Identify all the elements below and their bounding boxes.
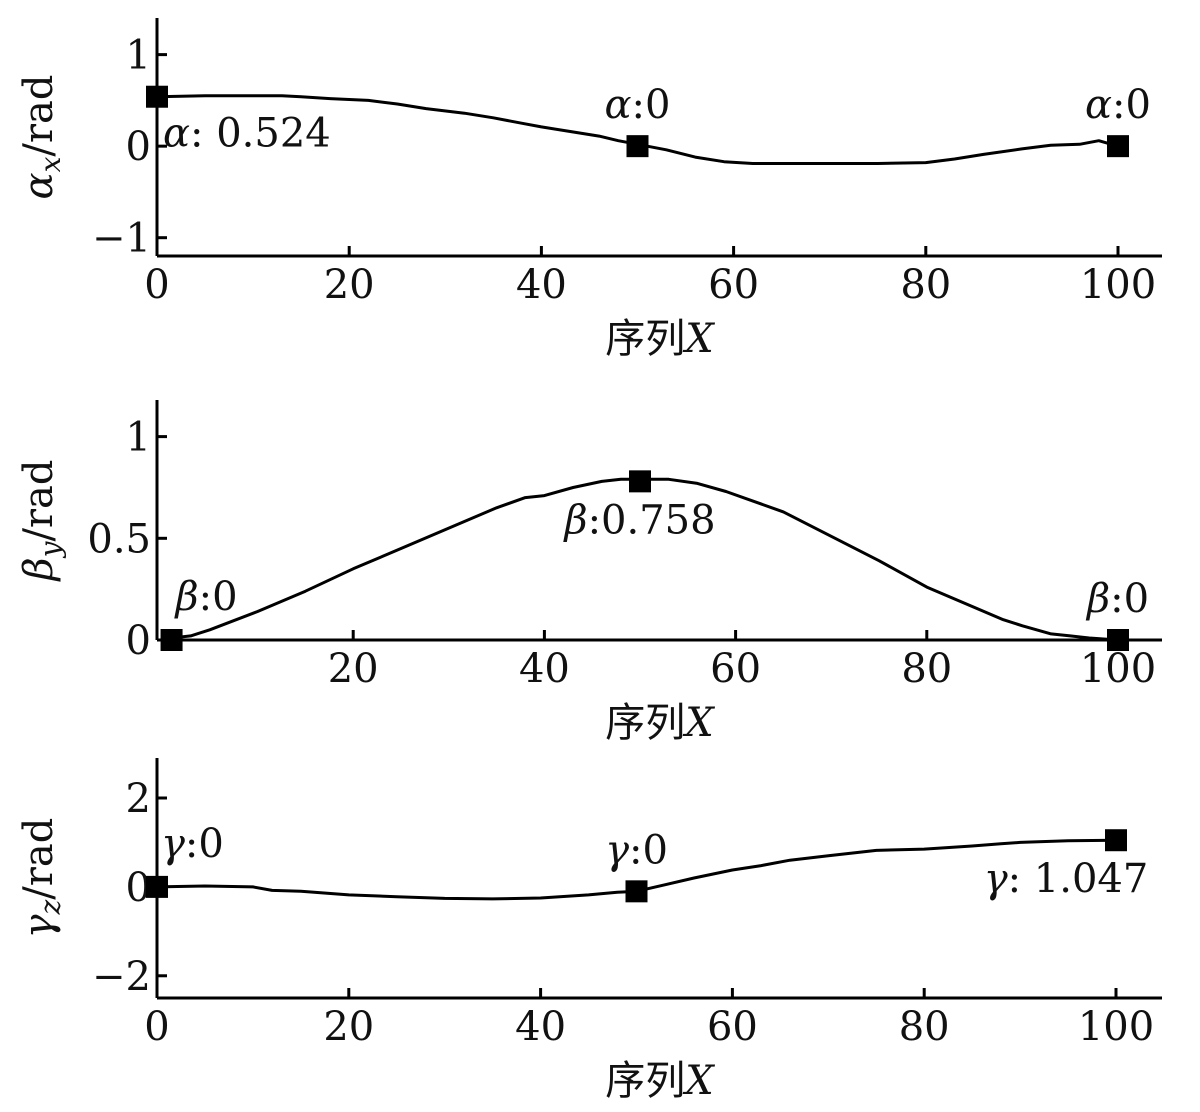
x-tick-label: 100	[1080, 646, 1156, 692]
chart-beta: 0 0.5 1 20 40 60 80 100 序列X βy/rad β:0 β:0.758 β:0	[16, 400, 1162, 746]
point-label: α:0	[1085, 82, 1151, 128]
y-axis-label: γz/rad	[16, 818, 67, 939]
y-tick-label: −1	[92, 216, 151, 262]
x-tick-label: 20	[328, 646, 379, 692]
point-label: γ:0	[161, 821, 224, 867]
point-label: β:0.758	[562, 497, 715, 543]
point-marker	[1107, 135, 1129, 158]
x-tick-label: 80	[901, 646, 952, 692]
x-tick-label: 60	[710, 646, 761, 692]
x-tick-label: 20	[324, 262, 375, 308]
series-line	[156, 838, 1117, 901]
point-marker	[626, 135, 649, 158]
x-tick-label: 100	[1080, 262, 1156, 308]
x-axis-label: 序列X	[605, 1058, 715, 1104]
point-label: β:0	[174, 574, 238, 620]
point-marker	[146, 875, 168, 898]
y-tick-label: 1	[126, 33, 151, 79]
y-tick-label: 1	[126, 415, 151, 461]
y-tick-label: 0	[126, 618, 151, 664]
point-marker	[625, 880, 648, 903]
x-tick-label: 0	[144, 262, 169, 308]
y-tick-label: −2	[92, 954, 151, 1000]
x-tick-label: 40	[515, 1004, 566, 1050]
point-marker	[160, 629, 183, 651]
x-tick-label: 60	[708, 262, 759, 308]
y-axis-label: βy/rad	[16, 459, 67, 582]
point-label: β:0	[1085, 576, 1149, 622]
x-tick-label: 100	[1078, 1004, 1154, 1050]
point-marker	[1107, 629, 1129, 651]
series-line	[171, 477, 1119, 642]
point-label: α: 0.524	[163, 111, 331, 157]
x-tick-label: 80	[900, 262, 951, 308]
y-axis-label: αx/rad	[16, 75, 67, 200]
point-label: γ:0	[605, 827, 668, 873]
y-tick-label: 0.5	[87, 516, 151, 562]
point-marker	[1105, 829, 1127, 852]
x-tick-label: 40	[519, 646, 570, 692]
x-tick-label: 0	[144, 1004, 169, 1050]
x-axis-label: 序列X	[605, 316, 715, 362]
x-axis-label: 序列X	[605, 700, 715, 746]
x-tick-label: 40	[516, 262, 567, 308]
point-marker	[629, 470, 651, 493]
x-tick-label: 20	[323, 1004, 374, 1050]
x-tick-label: 60	[707, 1004, 758, 1050]
point-marker	[146, 85, 168, 108]
point-label: α:0	[605, 82, 671, 128]
y-tick-label: 0	[126, 124, 151, 170]
y-tick-label: 2	[126, 776, 151, 822]
x-tick-label: 80	[899, 1004, 950, 1050]
point-label: γ: 1.047	[984, 856, 1149, 902]
